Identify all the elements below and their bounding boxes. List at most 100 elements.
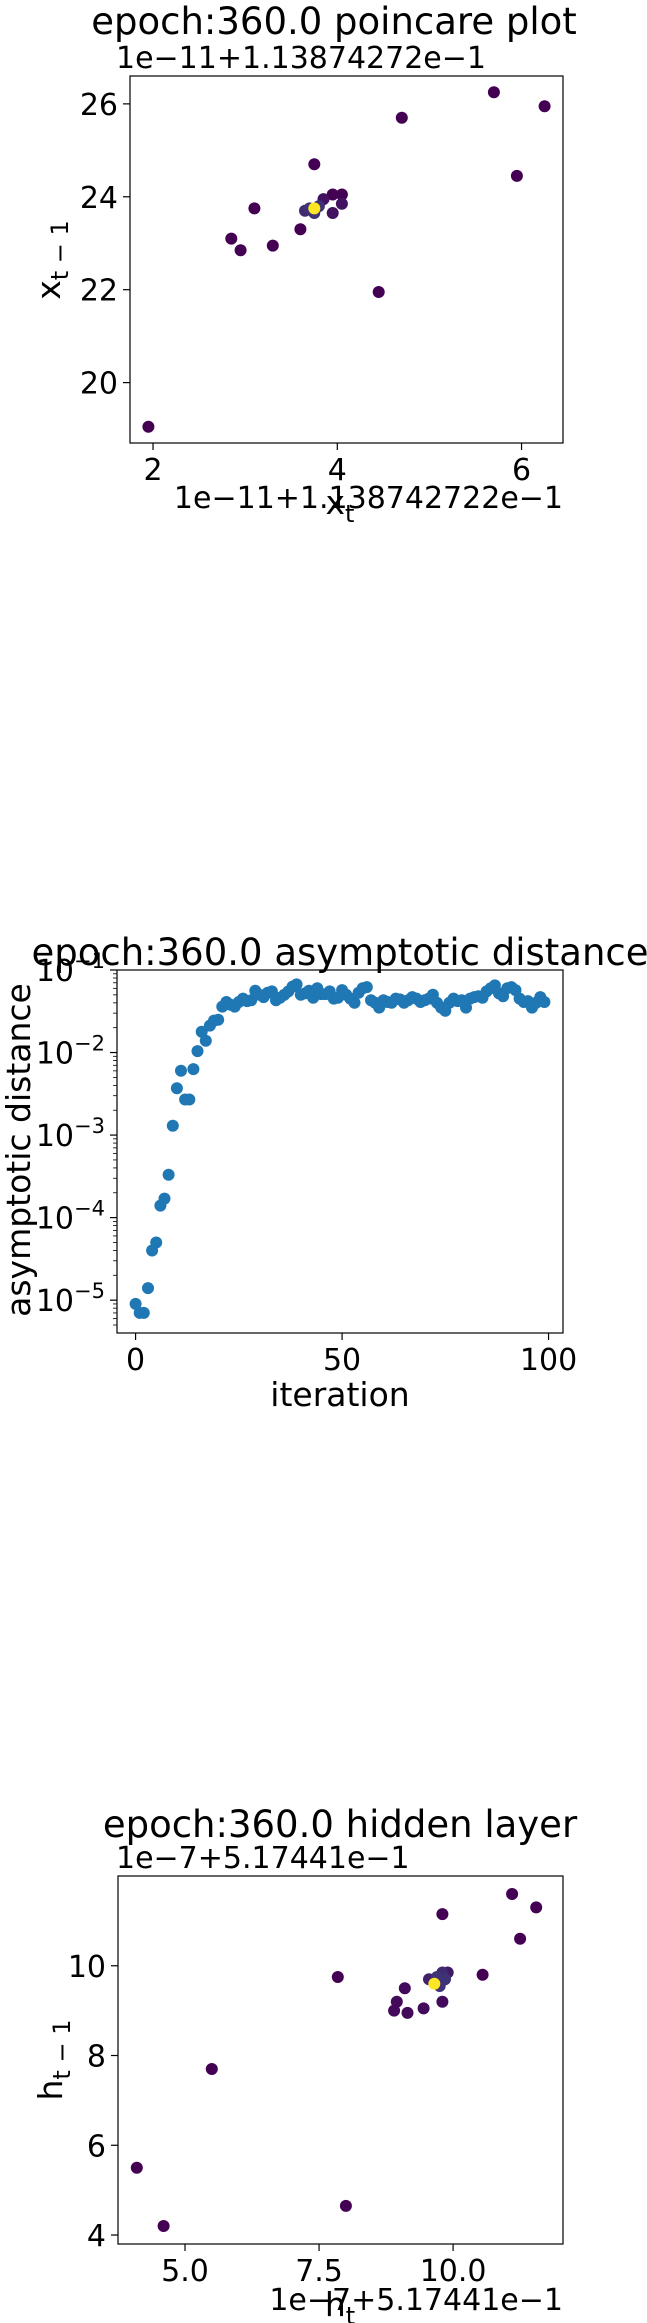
asymptotic-distance-y-ticks: 10−5 10−4 10−3 10−2 10−1 [36, 949, 117, 1326]
poincare-plot-title: epoch:360.0 poincare plot [91, 0, 577, 43]
asymptotic-distance-y-label: asymptotic distance [0, 983, 38, 1317]
scatter-point [439, 1973, 451, 1986]
y-tick-label: 6 [87, 2129, 106, 2164]
poincare-y-label: xt − 1 [29, 220, 74, 300]
y-tick-label: 4 [87, 2219, 106, 2254]
y-tick-label: 26 [80, 88, 118, 123]
hidden-layer-panel: epoch:360.0 hidden layer 1e−7+5.17441e−1… [31, 1803, 578, 2323]
asymptotic-distance-x-ticks: 0 50 100 [126, 1333, 577, 1378]
scatter-point [514, 1932, 527, 1945]
x-tick-label: 0 [126, 1343, 145, 1378]
scatter-point [398, 1982, 411, 1995]
scatter-point [175, 1064, 187, 1077]
y-tick-label: 10−3 [36, 1114, 105, 1154]
scatter-point [436, 1908, 449, 1921]
y-tick-label: 10−2 [36, 1032, 105, 1072]
scatter-point [157, 2220, 170, 2232]
y-tick-label: 22 [80, 274, 118, 309]
scatter-point [183, 1093, 196, 1106]
x-tick-label: 50 [323, 1343, 361, 1378]
y-tick-label: 20 [80, 367, 118, 402]
y-tick-label: 10 [68, 1950, 106, 1985]
scatter-point [510, 169, 523, 182]
y-tick-label: 10−1 [36, 949, 105, 989]
scatter-point [166, 1119, 179, 1132]
hidden-layer-y-label: ht − 1 [31, 2020, 76, 2101]
poincare-x-offset-text: 1e−11+1.138742722e−1 [174, 481, 563, 516]
scatter-point [395, 111, 408, 124]
asymptotic-distance-panel: epoch:360.0 asymptotic distance 0 50 100 1… [0, 931, 647, 1414]
scatter-point [331, 1971, 344, 1983]
scatter-point [187, 1063, 200, 1076]
scatter-point [248, 202, 261, 215]
x-tick-label: 100 [520, 1343, 577, 1378]
scatter-point [326, 188, 339, 201]
scatter-point [335, 197, 348, 210]
y-tick-label: 10−5 [36, 1279, 105, 1319]
scatter-point [339, 2199, 352, 2212]
scatter-point [506, 1888, 519, 1900]
scatter-point [460, 1001, 472, 1014]
asymptotic-distance-points [129, 978, 551, 1319]
x-tick-label: 10.0 [420, 2254, 487, 2289]
scatter-point [294, 223, 307, 236]
hidden-layer-frame [117, 1875, 564, 2245]
y-tick-label: 8 [87, 2040, 106, 2075]
poincare-y-offset-text: 1e−11+1.13874272e−1 [116, 41, 486, 76]
x-tick-label: 6 [512, 453, 531, 488]
scatter-point [212, 1013, 225, 1026]
x-tick-label: 7.5 [295, 2254, 343, 2289]
scatter-point [150, 1236, 163, 1249]
scatter-point [266, 239, 279, 252]
scatter-point [417, 2002, 430, 2015]
hidden-layer-x-ticks: 5.0 7.5 10.0 [161, 2244, 486, 2289]
scatter-point [335, 188, 348, 201]
scatter-point [170, 1082, 183, 1095]
scatter-point [142, 1282, 154, 1295]
hidden-layer-y-offset-text: 1e−7+5.17441e−1 [116, 1841, 410, 1876]
scatter-point [326, 207, 339, 219]
scatter-point [308, 202, 321, 215]
y-tick-label: 24 [80, 181, 118, 216]
hidden-layer-x-offset-text: 1e−7+5.17441e−1 [269, 2283, 563, 2318]
scatter-point [428, 1977, 441, 1990]
scatter-point [130, 2161, 143, 2174]
scatter-point [401, 2006, 414, 2019]
scatter-point [162, 1168, 175, 1181]
scatter-point [476, 1968, 489, 1981]
scatter-point [360, 981, 373, 994]
asymptotic-distance-frame [116, 969, 564, 1334]
scatter-point [199, 1034, 212, 1047]
hidden-layer-title: epoch:360.0 hidden layer [103, 1803, 578, 1846]
y-tick-label: 10−4 [36, 1197, 105, 1237]
scatter-point [530, 1901, 543, 1914]
scatter-point [538, 100, 551, 113]
scatter-point [538, 996, 551, 1008]
hidden-layer-points [130, 1888, 543, 2232]
scatter-point [195, 1025, 208, 1038]
scatter-point [308, 158, 321, 171]
poincare-plot-frame [129, 75, 564, 444]
scatter-point [234, 244, 247, 257]
scatter-point [390, 1995, 403, 2008]
asymptotic-distance-x-label: iteration [270, 1375, 409, 1414]
scatter-point [158, 1192, 171, 1205]
poincare-y-ticks: 20 22 24 26 [80, 88, 130, 402]
x-tick-label: 4 [328, 453, 347, 488]
x-tick-label: 5.0 [161, 2254, 209, 2289]
scatter-point [487, 86, 500, 99]
x-tick-label: 2 [143, 453, 162, 488]
scatter-point [205, 2063, 218, 2075]
scatter-point [372, 286, 385, 298]
scatter-point [348, 996, 361, 1009]
scatter-point [191, 1045, 204, 1058]
scatter-point [436, 1995, 449, 2008]
asymptotic-distance-title: epoch:360.0 asymptotic distance [31, 931, 647, 974]
poincare-x-ticks: 2 4 6 [143, 443, 531, 488]
hidden-layer-y-ticks: 4 6 8 10 [68, 1950, 118, 2254]
poincare-plot-panel: epoch:360.0 poincare plot 1e−11+1.138742… [29, 0, 577, 528]
poincare-points [142, 86, 551, 433]
scatter-point [137, 1306, 150, 1319]
scatter-point [265, 985, 278, 998]
